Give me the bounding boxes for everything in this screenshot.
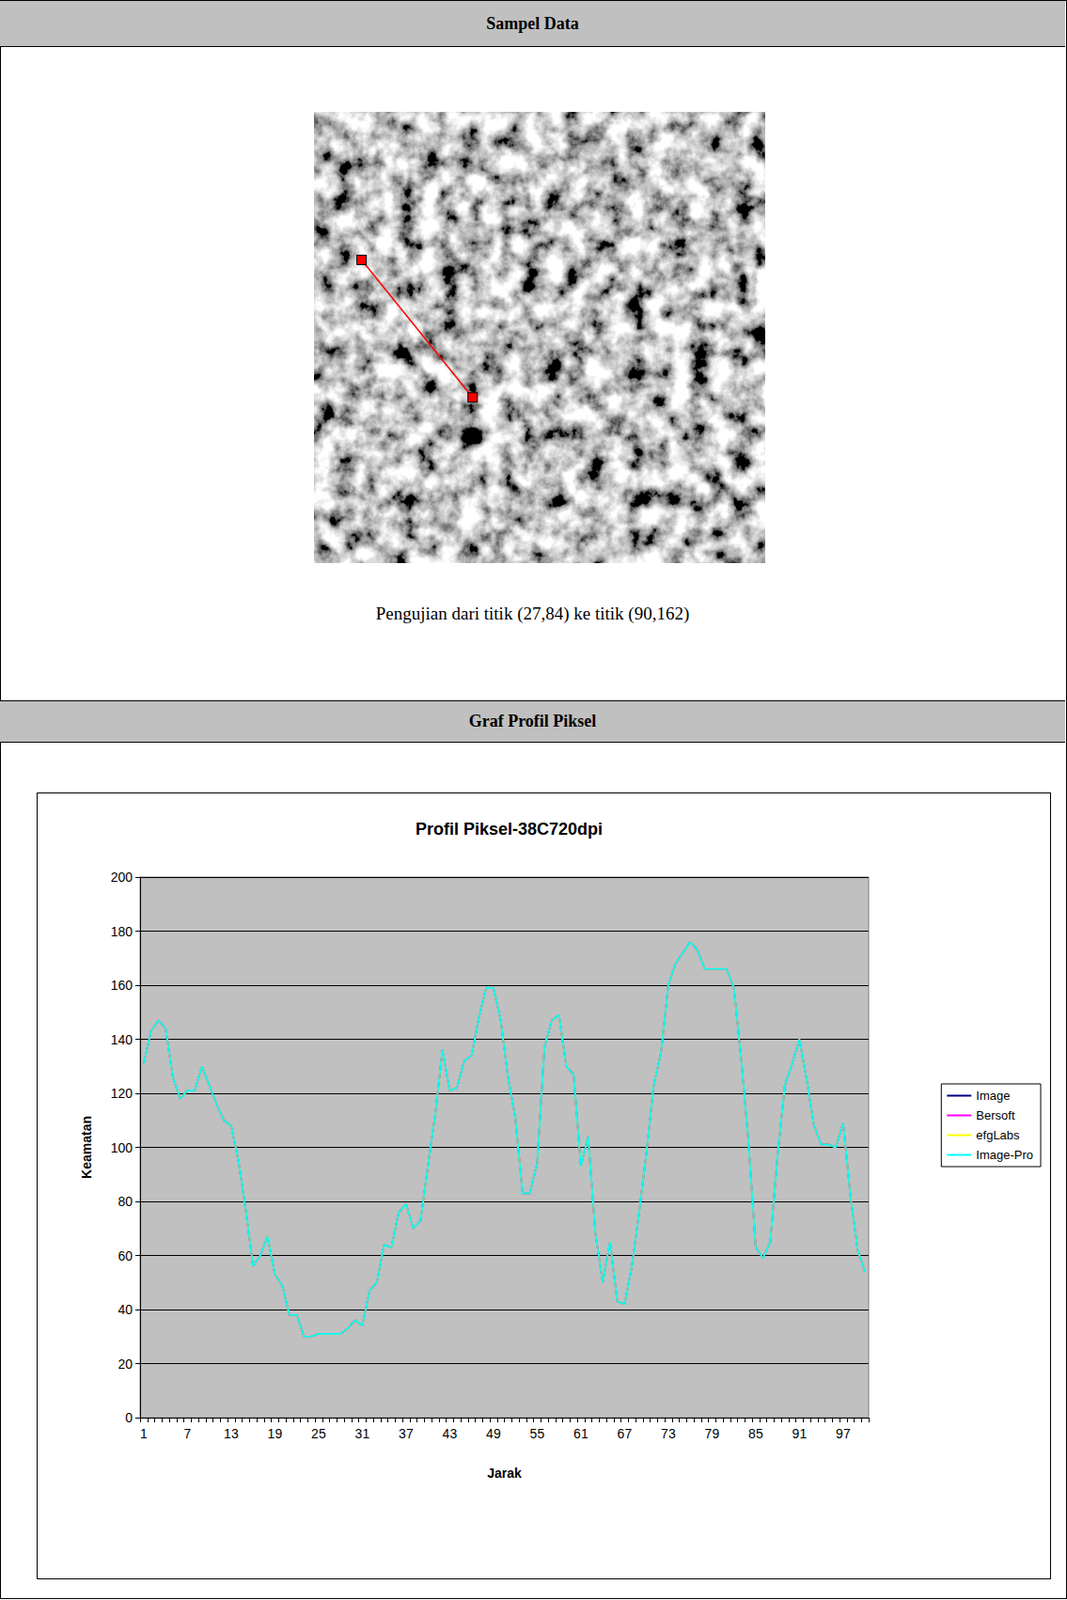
html-text:Graf Profil Piksel: Graf Profil Piksel bbox=[468, 711, 597, 731]
svg-text:37: 37 bbox=[398, 1426, 414, 1442]
svg-text:19: 19 bbox=[267, 1426, 283, 1442]
svg-text:79: 79 bbox=[705, 1426, 721, 1442]
svg-text:0: 0 bbox=[125, 1410, 133, 1426]
svg-text:85: 85 bbox=[748, 1426, 764, 1442]
html-text:Pengujian dari titik (27,84) k: Pengujian dari titik (27,84) ke titik (9… bbox=[375, 603, 690, 624]
svg-text:100: 100 bbox=[110, 1140, 134, 1156]
svg-text:Keamatan: Keamatan bbox=[78, 1115, 95, 1179]
svg-text:140: 140 bbox=[110, 1032, 134, 1048]
svg-text:160: 160 bbox=[110, 977, 134, 993]
svg-text:31: 31 bbox=[355, 1426, 371, 1442]
svg-text:120: 120 bbox=[110, 1085, 134, 1101]
svg-text:40: 40 bbox=[117, 1302, 133, 1318]
svg-text:49: 49 bbox=[486, 1426, 502, 1442]
svg-text:80: 80 bbox=[117, 1193, 133, 1209]
svg-text:25: 25 bbox=[311, 1426, 327, 1442]
svg-text:180: 180 bbox=[110, 924, 134, 940]
svg-text:7: 7 bbox=[183, 1426, 191, 1442]
svg-text:Image: Image bbox=[975, 1088, 1010, 1103]
svg-text:61: 61 bbox=[573, 1426, 589, 1442]
svg-text:13: 13 bbox=[223, 1426, 239, 1442]
svg-text:Profil Piksel-38C720dpi: Profil Piksel-38C720dpi bbox=[415, 819, 603, 839]
svg-text:20: 20 bbox=[117, 1356, 133, 1372]
svg-text:73: 73 bbox=[660, 1426, 676, 1442]
svg-text:Jarak: Jarak bbox=[486, 1465, 522, 1481]
svg-text:97: 97 bbox=[835, 1426, 851, 1442]
svg-text:67: 67 bbox=[617, 1426, 633, 1442]
svg-text:efgLabs: efgLabs bbox=[975, 1128, 1020, 1143]
svg-text:Image-Pro: Image-Pro bbox=[975, 1147, 1034, 1162]
svg-text:91: 91 bbox=[792, 1426, 808, 1442]
html-text:Sampel Data: Sampel Data bbox=[486, 14, 579, 33]
svg-text:200: 200 bbox=[110, 869, 134, 885]
svg-text:Bersoft: Bersoft bbox=[975, 1108, 1016, 1123]
svg-text:43: 43 bbox=[442, 1426, 458, 1442]
svg-text:55: 55 bbox=[530, 1426, 546, 1442]
svg-text:60: 60 bbox=[117, 1248, 133, 1264]
svg-text:1: 1 bbox=[140, 1426, 148, 1442]
